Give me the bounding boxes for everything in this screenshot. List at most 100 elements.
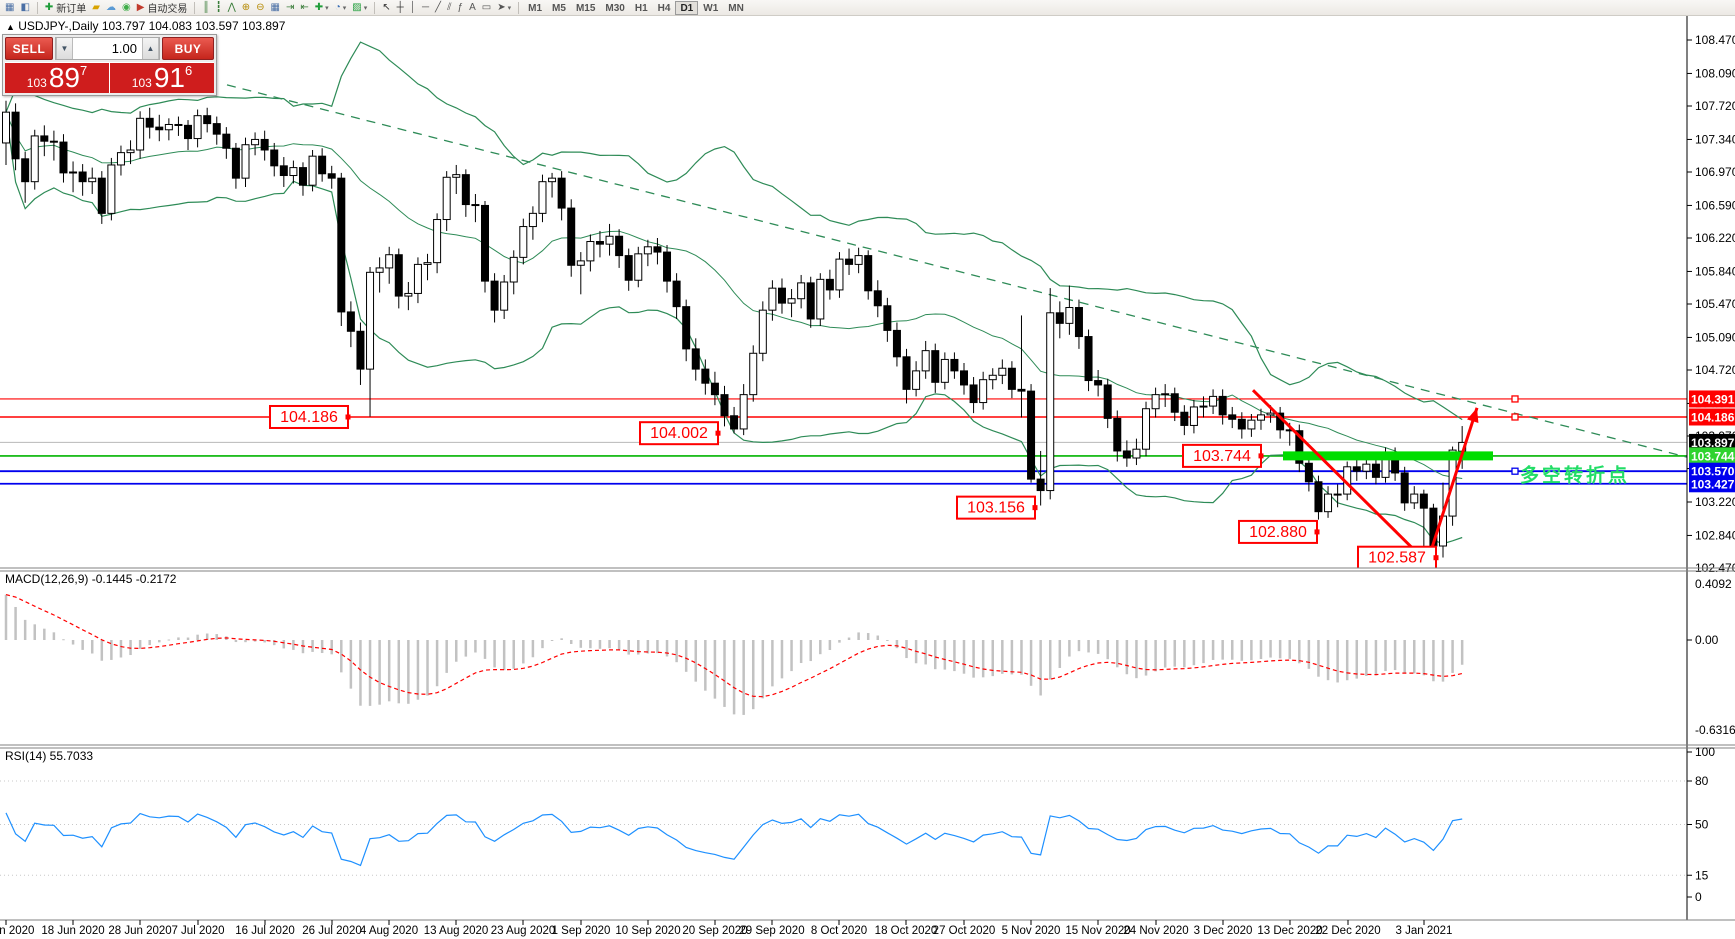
date-axis-label[interactable]: 28 Jun 2020 — [108, 925, 171, 937]
volume-increase-button[interactable]: ▲ — [142, 38, 159, 59]
text-icon[interactable]: A — [466, 1, 479, 15]
date-axis-label[interactable]: 1 Sep 2020 — [552, 925, 611, 937]
crosshair-icon[interactable]: ┼ — [394, 1, 407, 15]
autotrading-button[interactable]: ▶ 自动交易 — [134, 1, 191, 16]
price-callout[interactable]: 104.186 — [269, 404, 351, 429]
date-axis-label[interactable]: 24 Nov 2020 — [1123, 925, 1188, 937]
chevron-down-icon[interactable]: ▾ — [325, 4, 329, 12]
date-axis-label[interactable]: 29 Sep 2020 — [739, 925, 804, 937]
candle-body — [634, 253, 643, 281]
line-chart-icon[interactable]: ⋀ — [225, 1, 239, 15]
arrows-icon[interactable]: ➤ ▾ — [494, 1, 514, 15]
date-axis-label[interactable]: 27 Oct 2020 — [933, 925, 996, 937]
sell-price[interactable]: 103 89 7 — [5, 63, 109, 93]
zoom-out-icon[interactable]: ⊖ — [253, 1, 267, 15]
support-zone-bar[interactable] — [1283, 451, 1493, 461]
date-axis-label[interactable]: 16 Jul 2020 — [235, 925, 294, 937]
descending-trendline[interactable] — [226, 84, 1687, 458]
price-callout[interactable]: 103.744 — [1182, 443, 1264, 468]
new-order-button[interactable]: ✚ 新订单 — [42, 1, 89, 16]
date-axis-label[interactable]: 13 Dec 2020 — [1257, 925, 1322, 937]
equidistant-channel-icon[interactable]: ⫽ — [444, 1, 454, 15]
date-axis-label[interactable]: 18 Oct 2020 — [875, 925, 938, 937]
sell-button[interactable]: SELL — [5, 37, 53, 60]
date-axis-label[interactable]: 23 Aug 2020 — [491, 925, 556, 937]
templates-icon[interactable]: ▨ ▾ — [349, 1, 370, 15]
date-axis-label[interactable]: 7 Jul 2020 — [171, 925, 224, 937]
date-axis-label[interactable]: 10 Sep 2020 — [615, 925, 680, 937]
buy-price[interactable]: 103 91 6 — [110, 63, 214, 93]
timeframe-w1[interactable]: W1 — [703, 2, 719, 14]
timeframe-m5[interactable]: M5 — [552, 2, 566, 14]
price-callout[interactable]: 103.156 — [956, 495, 1038, 520]
date-axis-label[interactable]: 18 Jun 2020 — [41, 925, 104, 937]
fibonacci-icon[interactable]: ƒ — [455, 1, 467, 15]
date-axis-label[interactable]: 15 Nov 2020 — [1065, 925, 1130, 937]
signals-icon[interactable]: ◉ — [119, 1, 134, 15]
price-callout[interactable]: 104.002 — [639, 421, 721, 446]
macd-signal-line[interactable] — [5, 594, 1463, 698]
callout-handle[interactable] — [345, 414, 351, 420]
line-handle[interactable] — [1511, 413, 1519, 421]
callout-handle[interactable] — [1032, 505, 1038, 511]
timeframe-h1[interactable]: H1 — [634, 2, 648, 14]
zoom-in-icon[interactable]: ⊕ — [239, 1, 253, 15]
autoscroll-icon[interactable]: ⇥ — [283, 1, 297, 15]
new-chart-icon[interactable]: ▦ — [2, 1, 17, 15]
buy-button[interactable]: BUY — [162, 37, 214, 60]
macd-histogram-bar — [1029, 640, 1033, 686]
timeframe-m30[interactable]: M30 — [605, 2, 625, 14]
callout-handle[interactable] — [1433, 555, 1439, 561]
timeframe-h4[interactable]: H4 — [657, 2, 671, 14]
deposit-icon[interactable]: ▰ — [89, 1, 103, 15]
date-axis-label[interactable]: 9 Jun 2020 — [0, 925, 34, 937]
date-axis-label[interactable]: 22 Dec 2020 — [1315, 925, 1380, 937]
market-watch-icon[interactable]: ◧ — [17, 1, 32, 15]
indicators-icon[interactable]: ✚ ▾ — [312, 1, 332, 15]
chart-canvas[interactable]: 104.186 104.002 103.156 103.744 102.880 102.5… — [0, 16, 1735, 939]
date-axis-label[interactable]: 8 Oct 2020 — [811, 925, 867, 937]
callout-handle[interactable] — [1314, 529, 1320, 535]
macd-histogram-bar — [81, 640, 84, 650]
volume-decrease-button[interactable]: ▼ — [56, 38, 73, 59]
date-axis-label[interactable]: 5 Nov 2020 — [1002, 925, 1061, 937]
date-axis-label[interactable]: 4 Aug 2020 — [360, 925, 418, 937]
rsi-line[interactable] — [5, 812, 1463, 867]
timeframe-d1[interactable]: D1 — [675, 0, 699, 15]
bollinger-lower-band[interactable] — [5, 112, 1463, 545]
trendline-icon[interactable]: ╱ — [432, 1, 444, 15]
timeframe-m1[interactable]: M1 — [528, 2, 543, 14]
date-axis-label[interactable]: 3 Dec 2020 — [1194, 925, 1253, 937]
cursor-icon[interactable]: ↖ — [379, 1, 393, 15]
mql5-cloud-icon[interactable]: ☁ — [103, 1, 119, 15]
timeframe-m15[interactable]: M15 — [575, 2, 596, 14]
callout-handle[interactable] — [715, 430, 721, 436]
date-axis-label[interactable]: 3 Jan 2021 — [1396, 925, 1453, 937]
chevron-down-icon[interactable]: ▾ — [507, 4, 512, 12]
volume-input[interactable] — [73, 38, 142, 59]
red-up-arrow-line[interactable] — [1426, 407, 1479, 561]
vertical-line-icon[interactable]: │ — [407, 1, 419, 15]
candlestick-chart-icon[interactable]: ┇ — [213, 1, 225, 15]
price-callout[interactable]: 102.880 — [1238, 519, 1320, 544]
text-label-icon[interactable]: ▭ — [479, 1, 494, 15]
price-callout[interactable]: 102.587 — [1357, 545, 1439, 569]
bar-chart-icon[interactable]: ║ — [199, 1, 212, 15]
timeframe-mn[interactable]: MN — [728, 2, 744, 14]
periods-icon[interactable]: ◔ ▾ — [332, 1, 350, 15]
line-handle[interactable] — [1511, 467, 1519, 475]
callout-handle[interactable] — [1258, 453, 1264, 459]
date-axis-label[interactable]: 26 Jul 2020 — [302, 925, 361, 937]
date-axis-label[interactable]: 13 Aug 2020 — [424, 925, 489, 937]
chevron-down-icon[interactable]: ▾ — [342, 4, 347, 12]
chart-shift-icon[interactable]: ⇤ — [297, 1, 311, 15]
annotation-text[interactable]: 多空转折点 — [1520, 464, 1630, 487]
date-axis-label[interactable]: 20 Sep 2020 — [682, 925, 747, 937]
tile-windows-icon[interactable]: ▦ — [268, 1, 283, 15]
chevron-down-icon[interactable]: ▾ — [363, 4, 368, 12]
bollinger-upper-band[interactable] — [5, 41, 1463, 421]
macd-histogram-bar — [723, 640, 726, 707]
horizontal-line-icon[interactable]: ─ — [419, 1, 432, 15]
red-downtrend-line[interactable] — [1251, 389, 1423, 558]
line-handle[interactable] — [1511, 395, 1519, 403]
